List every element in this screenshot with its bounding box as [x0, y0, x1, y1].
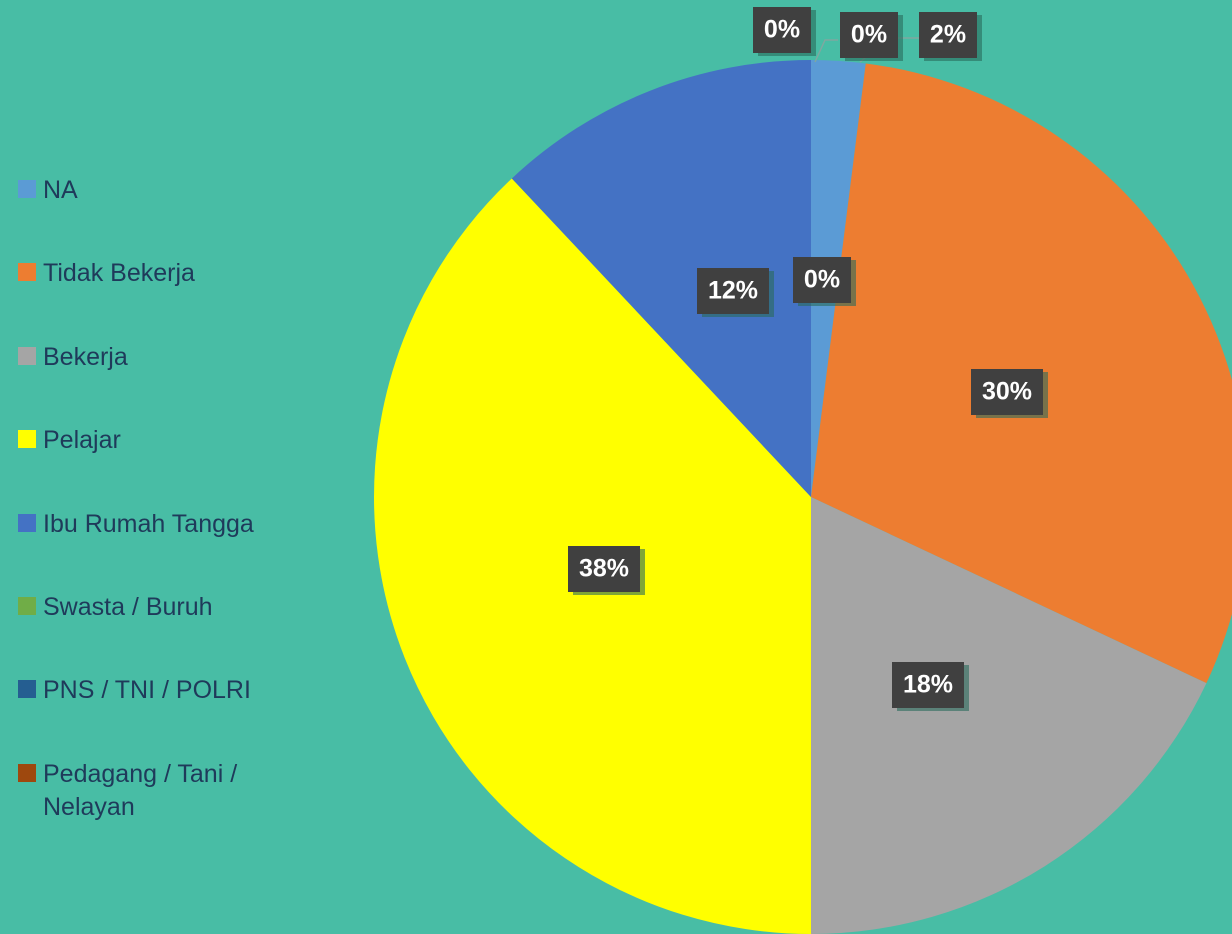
- data-label: 0%: [851, 21, 887, 49]
- data-label-box: [793, 257, 851, 303]
- legend-label: Pedagang / Tani / Nelayan: [43, 760, 238, 821]
- data-label-box: [892, 662, 964, 708]
- data-label: 12%: [708, 277, 758, 305]
- legend-swatch: [18, 764, 36, 782]
- legend-swatch: [18, 597, 36, 615]
- legend-swatch: [18, 263, 36, 281]
- legend-item: Swasta / Buruh: [18, 591, 318, 624]
- legend-item: Tidak Bekerja: [18, 257, 318, 290]
- legend-item: Pedagang / Tani / Nelayan: [18, 758, 318, 824]
- legend-label: Tidak Bekerja: [43, 259, 195, 287]
- pie-slice: [511, 60, 811, 497]
- data-label-box: [753, 7, 811, 53]
- legend-swatch: [18, 514, 36, 532]
- data-label-box: [919, 12, 977, 58]
- data-label: 2%: [930, 21, 966, 49]
- data-label: 0%: [764, 16, 800, 44]
- legend-item: Pelajar: [18, 424, 318, 457]
- legend-label: Pelajar: [43, 426, 121, 454]
- legend-swatch: [18, 430, 36, 448]
- legend-label: Bekerja: [43, 343, 128, 371]
- data-label: 30%: [982, 378, 1032, 406]
- pie-slice: [811, 497, 1207, 934]
- legend-item: NA: [18, 174, 318, 207]
- legend-label: Ibu Rumah Tangga: [43, 510, 254, 538]
- data-label: 18%: [903, 671, 953, 699]
- legend-label: NA: [43, 176, 78, 204]
- legend-swatch: [18, 680, 36, 698]
- legend-swatch: [18, 347, 36, 365]
- legend-label: PNS / TNI / POLRI: [43, 676, 251, 704]
- data-label-box: [568, 546, 640, 592]
- legend-item: Bekerja: [18, 341, 318, 374]
- legend-swatch: [18, 180, 36, 198]
- legend-label: Swasta / Buruh: [43, 593, 213, 621]
- data-label-box: [971, 369, 1043, 415]
- data-label-box: [697, 268, 769, 314]
- data-label-box: [840, 12, 898, 58]
- data-label: 38%: [579, 555, 629, 583]
- data-label: 0%: [804, 266, 840, 294]
- leader-line: [814, 39, 838, 63]
- legend-item: Ibu Rumah Tangga: [18, 508, 318, 541]
- legend-item: PNS / TNI / POLRI: [18, 674, 318, 707]
